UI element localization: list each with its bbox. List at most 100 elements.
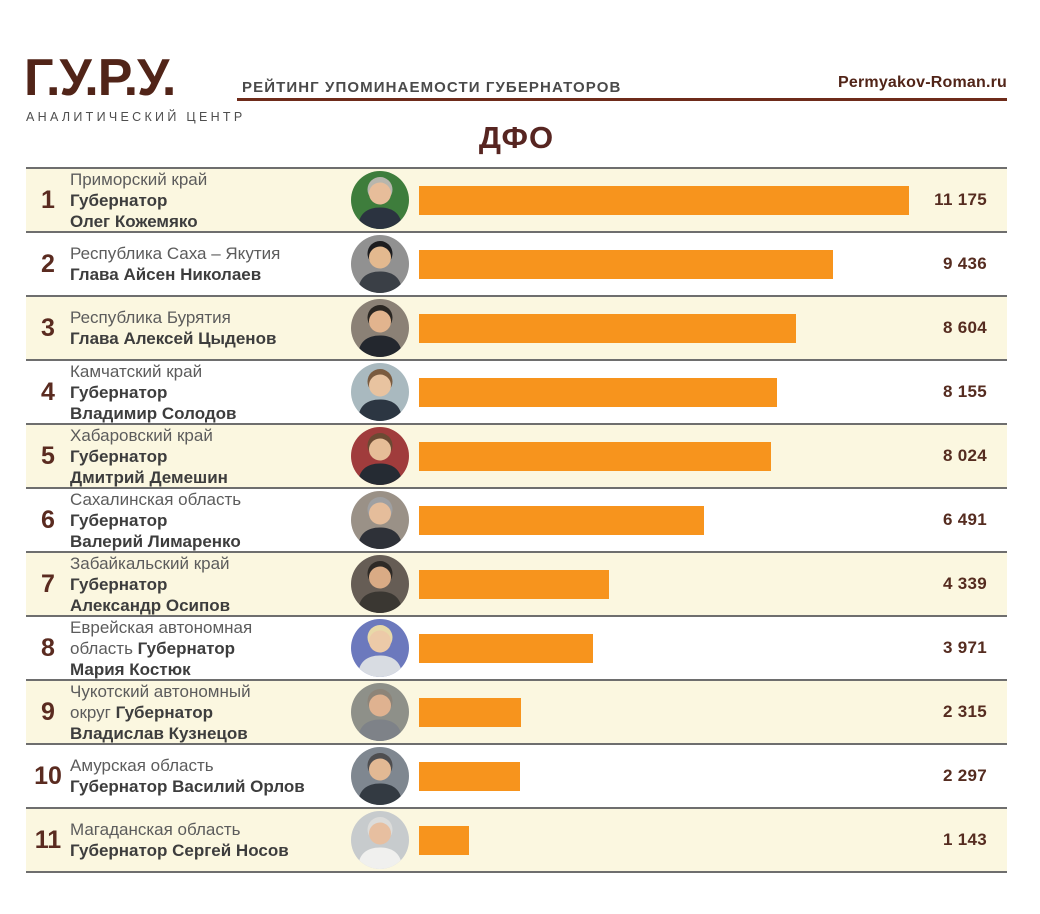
mention-bar <box>419 441 771 471</box>
photo-sergey-nosov <box>351 811 409 869</box>
bar-cell <box>413 361 911 423</box>
bar-cell <box>413 425 911 487</box>
avatar-cell <box>347 361 413 423</box>
guru-logo: Г.У.Р.У. <box>24 49 176 107</box>
label-line: Губернатор <box>70 190 168 210</box>
mention-bar <box>419 633 593 663</box>
header-caption: РЕЙТИНГ УПОМИНАЕМОСТИ ГУБЕРНАТОРОВ <box>242 79 622 96</box>
rank-number: 3 <box>41 313 55 342</box>
mention-count: 8 024 <box>942 446 987 465</box>
photo-vasiliy-orlov <box>351 747 409 805</box>
mention-count: 8 604 <box>942 318 987 337</box>
bar-cell <box>413 809 911 871</box>
governor-label: Приморский край Губернатор Олег Кожемяко <box>70 169 347 231</box>
label-line: Губернатор <box>70 382 168 402</box>
label-line: Губернатор Василий Орлов <box>70 777 305 796</box>
mention-count: 2 315 <box>942 702 987 721</box>
label-line: Чукотский автономный <box>70 681 251 701</box>
mention-bar <box>419 185 909 215</box>
label-line: Еврейская автономная <box>70 617 253 637</box>
label-line: Владислав Кузнецов <box>70 723 248 743</box>
mention-count: 3 971 <box>942 638 987 657</box>
label-line: Приморский край <box>70 169 208 189</box>
label-line: Губернатор <box>70 574 168 594</box>
bar-cell <box>413 233 911 295</box>
rank-number: 9 <box>41 697 55 726</box>
label-line: Республика Саха – Якутия <box>70 244 281 263</box>
ranking-table: 1 Приморский край Губернатор Олег Кожемяко 1… <box>26 167 1007 873</box>
label-line: Мария Костюк <box>70 659 191 679</box>
mention-count: 2 297 <box>942 766 987 785</box>
mention-count: 1 143 <box>942 830 987 849</box>
governor-label: Магаданская область Губернатор Сергей Нос… <box>70 809 347 871</box>
label-line: Александр Осипов <box>70 595 231 615</box>
photo-aleksey-tsydenov <box>351 299 409 357</box>
bar-cell <box>413 169 911 231</box>
label-line: Забайкальский край <box>70 553 230 573</box>
rank-number: 6 <box>41 505 55 534</box>
label-line: Олег Кожемяко <box>70 211 198 231</box>
rank-number: 1 <box>41 185 55 214</box>
avatar-cell <box>347 745 413 807</box>
label-line: Камчатский край <box>70 361 203 381</box>
avatar-cell <box>347 489 413 551</box>
avatar-cell <box>347 681 413 743</box>
photo-vladislav-kuznetsov <box>351 683 409 741</box>
bar-cell <box>413 617 911 679</box>
table-row: 11 Магаданская область Губернатор Сергей Н… <box>26 809 1007 873</box>
label-line: Дмитрий Демешин <box>70 467 228 487</box>
governor-label: Хабаровский край Губернатор Дмитрий Демеши… <box>70 425 347 487</box>
avatar-cell <box>347 297 413 359</box>
governor-label: Чукотский автономный округ Губернатор Влад… <box>70 681 347 743</box>
rank-number: 11 <box>34 825 62 854</box>
mention-bar <box>419 313 796 343</box>
table-row: 3 Республика Бурятия Глава Алексей Цыденов… <box>26 297 1007 361</box>
rank-number: 4 <box>41 377 55 406</box>
governor-label: Республика Саха – Якутия Глава Айсен Нико… <box>70 233 347 295</box>
table-row: 7 Забайкальский край Губернатор Александр О… <box>26 553 1007 617</box>
governor-label: Сахалинская область Губернатор Валерий Лим… <box>70 489 347 551</box>
governor-label: Республика Бурятия Глава Алексей Цыденов <box>70 297 347 359</box>
table-row: 1 Приморский край Губернатор Олег Кожемяко 1… <box>26 169 1007 233</box>
label-line: Владимир Солодов <box>70 403 237 423</box>
rank-number: 7 <box>41 569 55 598</box>
table-row: 4 Камчатский край Губернатор Владимир Солод… <box>26 361 1007 425</box>
mention-bar <box>419 569 609 599</box>
mention-bar <box>419 761 520 791</box>
header-divider <box>237 98 1007 101</box>
label-line: Сахалинская область <box>70 489 242 509</box>
mention-count: 8 155 <box>942 382 987 401</box>
avatar-cell <box>347 553 413 615</box>
site-url-label: Permyakov-Roman.ru <box>838 74 1007 91</box>
avatar-cell <box>347 233 413 295</box>
table-row: 9 Чукотский автономный округ Губернатор Вла… <box>26 681 1007 745</box>
photo-aleksandr-osipov <box>351 555 409 613</box>
bar-cell <box>413 297 911 359</box>
label-line: Губернатор Сергей Носов <box>70 841 289 860</box>
logo-subtitle: АНАЛИТИЧЕСКИЙ ЦЕНТР <box>26 110 246 124</box>
photo-mariya-kostyuk <box>351 619 409 677</box>
photo-dmitriy-demeshin <box>351 427 409 485</box>
label-line: область Губернатор <box>70 638 236 658</box>
label-line: Губернатор <box>70 510 168 530</box>
bar-cell <box>413 553 911 615</box>
rank-number: 8 <box>41 633 55 662</box>
label-line: Магаданская область <box>70 820 241 839</box>
governor-label: Камчатский край Губернатор Владимир Солодо… <box>70 361 347 423</box>
rank-number: 2 <box>41 249 55 278</box>
table-row: 2 Республика Саха – Якутия Глава Айсен Ник… <box>26 233 1007 297</box>
label-line: Хабаровский край <box>70 425 213 445</box>
table-row: 5 Хабаровский край Губернатор Дмитрий Демеш… <box>26 425 1007 489</box>
mention-bar <box>419 697 521 727</box>
mention-bar <box>419 505 704 535</box>
mention-bar <box>419 249 833 279</box>
table-row: 8 Еврейская автономная область Губернатор М… <box>26 617 1007 681</box>
mention-bar <box>419 825 469 855</box>
avatar-cell <box>347 617 413 679</box>
table-row: 10 Амурская область Губернатор Василий Орл… <box>26 745 1007 809</box>
label-line: Губернатор <box>70 446 168 466</box>
avatar-cell <box>347 169 413 231</box>
bar-cell <box>413 745 911 807</box>
photo-aysen-nikolaev <box>351 235 409 293</box>
